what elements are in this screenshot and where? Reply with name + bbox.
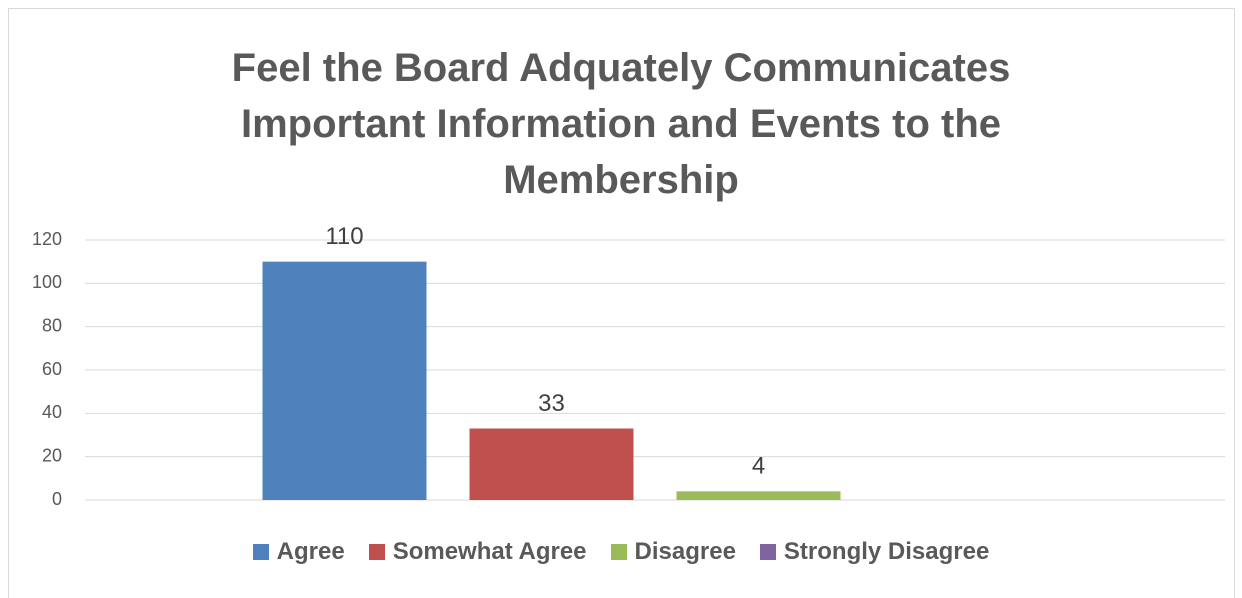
data-label: 33 [538, 390, 565, 417]
bar [469, 428, 634, 500]
data-label: 4 [752, 453, 765, 480]
legend-item: Disagree [610, 538, 736, 566]
legend-swatch [368, 544, 385, 560]
legend-item: Strongly Disagree [759, 538, 990, 566]
y-tick-label: 0 [52, 489, 62, 509]
chart-border [8, 8, 1235, 598]
y-tick-label: 120 [32, 229, 62, 249]
chart-title: Feel the Board Adquately Communicates Im… [231, 46, 1011, 202]
y-tick-label: 100 [32, 272, 62, 292]
data-label: 110 [325, 223, 363, 250]
bar [676, 491, 841, 500]
legend: Agree Somewhat Agree Disagree Strongly Disa… [0, 538, 1242, 566]
legend-label: Disagree [634, 538, 736, 565]
legend-label: Somewhat Agree [392, 538, 587, 565]
y-tick-label: 40 [42, 402, 62, 422]
legend-item: Agree [252, 538, 345, 566]
y-tick-label: 60 [42, 359, 62, 379]
legend-swatch [610, 544, 627, 560]
legend-label: Agree [276, 538, 345, 565]
legend-swatch [252, 544, 269, 560]
legend-swatch [759, 544, 776, 560]
y-tick-label: 80 [42, 315, 62, 335]
y-tick-label: 20 [42, 445, 62, 465]
legend-item: Somewhat Agree [368, 538, 587, 566]
legend-label: Strongly Disagree [783, 538, 990, 565]
bar [262, 261, 427, 500]
